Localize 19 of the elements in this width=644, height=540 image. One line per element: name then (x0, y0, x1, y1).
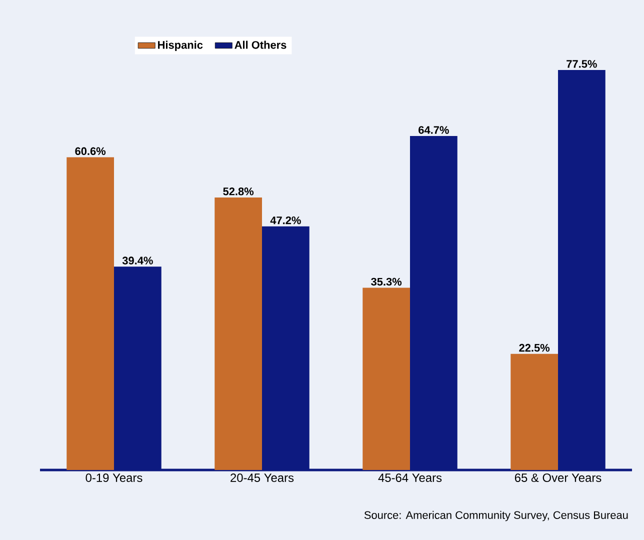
data-label: 52.8% (223, 188, 254, 196)
data-label: 77.5% (566, 60, 597, 68)
x-tick-label: 0-19 Years (86, 474, 142, 482)
bar (66, 157, 114, 470)
x-tick-label: 45-64 Years (378, 474, 442, 482)
data-label: 22.5% (519, 344, 550, 352)
bar (362, 288, 410, 470)
source-note: Source: American Community Survey, Census Bureau (364, 510, 628, 522)
data-label: 64.7% (418, 126, 449, 134)
data-label: 47.2% (270, 216, 301, 224)
legend-label: All Others (234, 40, 286, 49)
bar (214, 197, 262, 470)
bar (510, 354, 558, 470)
data-label: 35.3% (371, 278, 402, 286)
x-tick-label: 65 & Over Years (514, 474, 602, 482)
data-label: 39.4% (122, 256, 153, 264)
legend-label: Hispanic (158, 40, 203, 51)
data-label: 60.6% (75, 147, 106, 156)
x-tick-label: 20-45 Years (230, 474, 294, 482)
